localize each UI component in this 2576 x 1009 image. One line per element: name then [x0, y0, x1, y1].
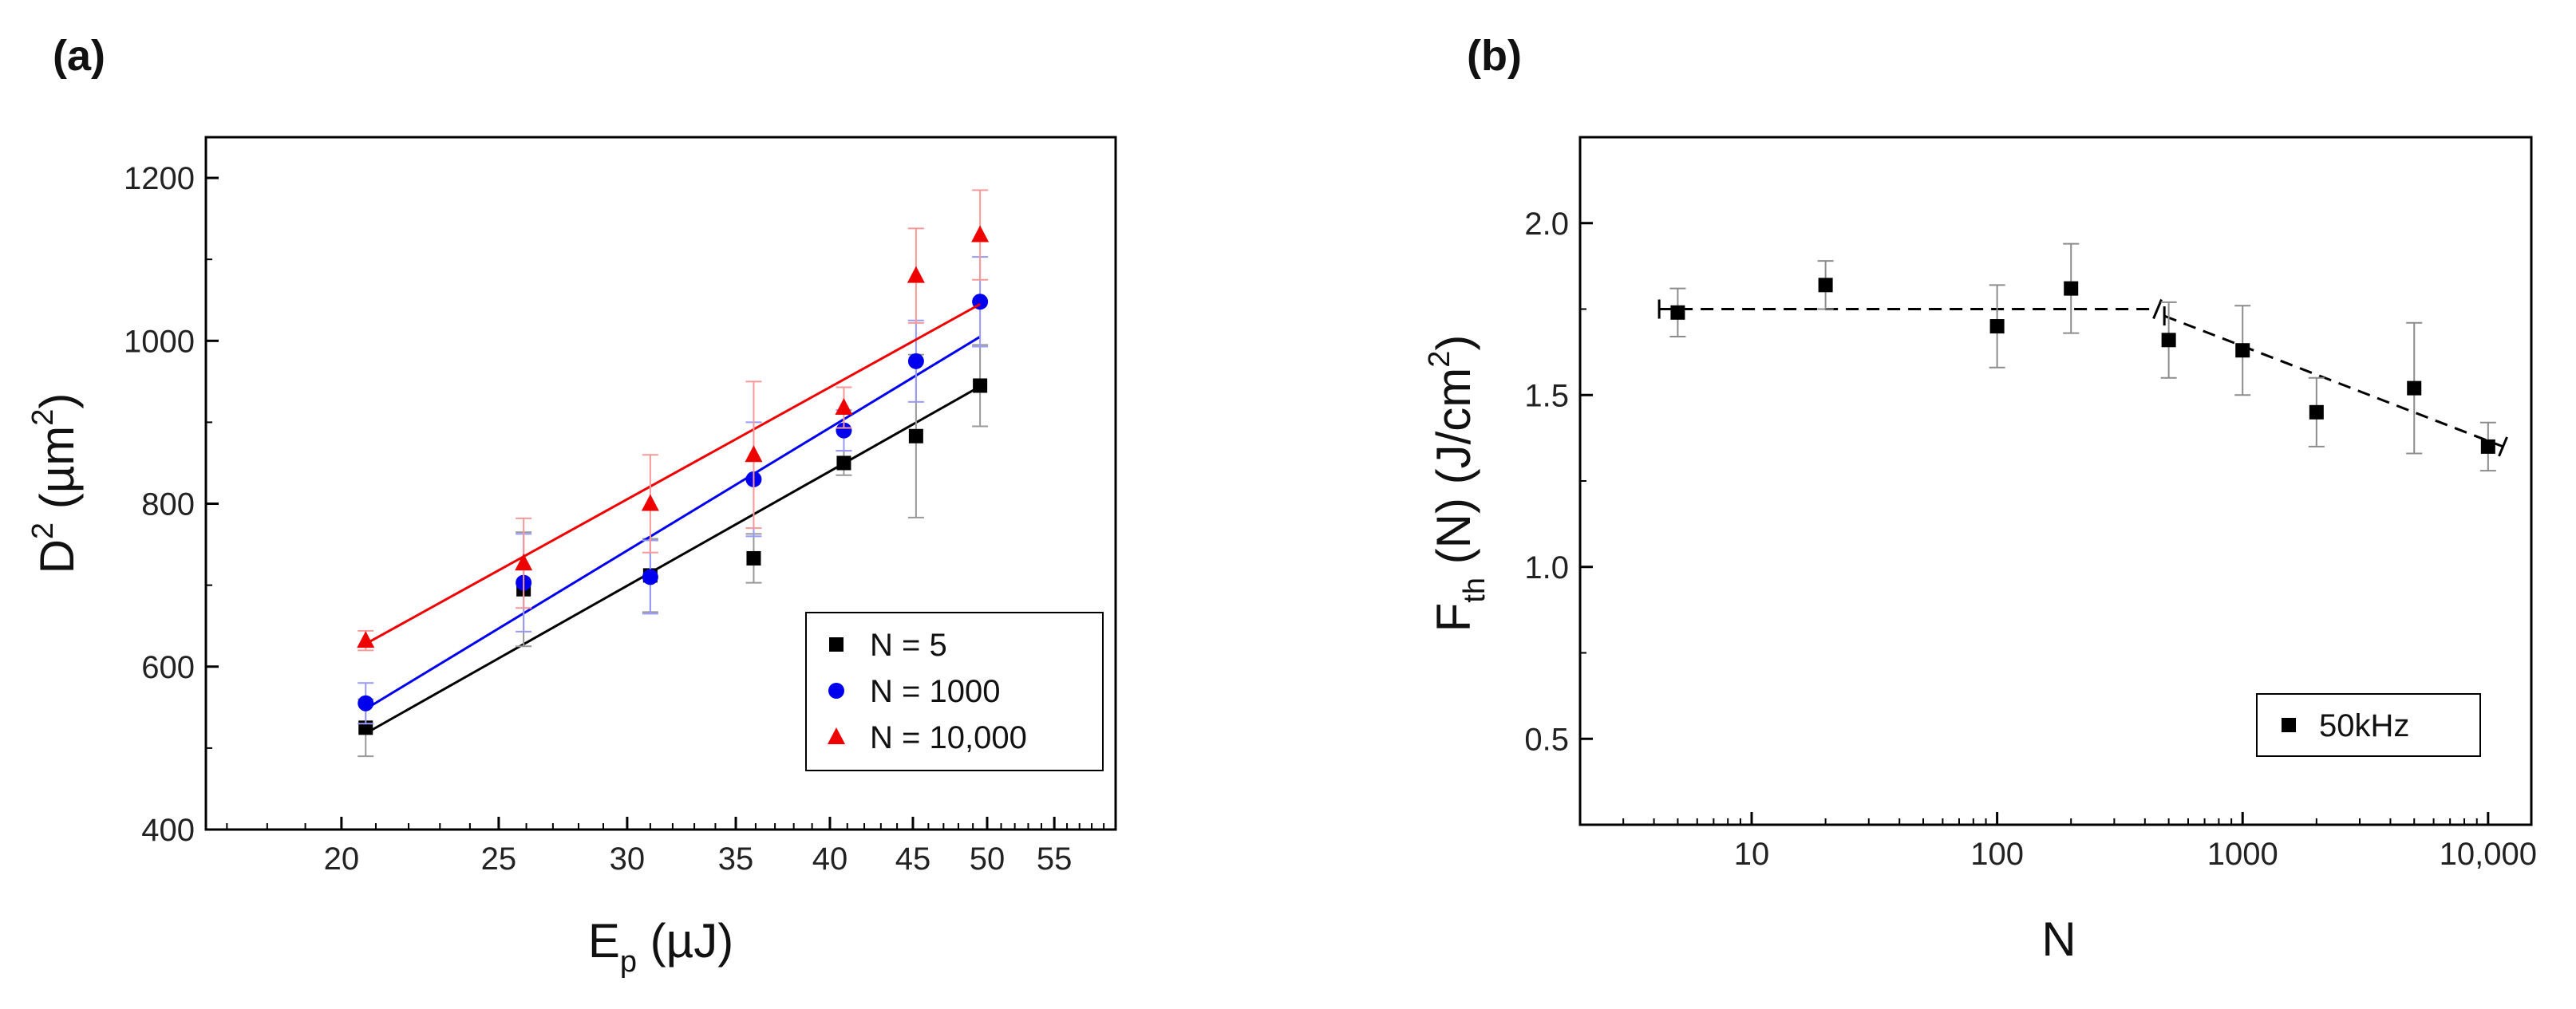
data-point: [907, 353, 924, 369]
legend-label: N = 5: [870, 628, 947, 663]
y-tick-label: 600: [141, 650, 195, 685]
data-point: [908, 428, 923, 443]
data-point: [1670, 305, 1685, 320]
x-tick-label: 10: [1734, 837, 1770, 872]
data-point: [835, 398, 853, 416]
panel-b-chart: (b) 10 100 1000 10,000 0.5 1.0 1.5 2.0 Fth (N) …: [1423, 32, 2537, 966]
x-tick-label: 10,000: [2440, 837, 2537, 872]
data-point: [358, 695, 374, 711]
panel-b-label: (b): [1467, 32, 1522, 80]
legend-label: 50kHz: [2319, 708, 2409, 743]
panel-a-label: (a): [53, 32, 105, 80]
data-point: [973, 378, 988, 393]
series-0: [358, 344, 989, 758]
trend-line-end: [2498, 436, 2508, 457]
data-point: [515, 554, 533, 571]
panel-a-plot-frame: [204, 136, 1117, 831]
data-point: [2161, 333, 2176, 348]
y-tick-label: 2.0: [1524, 207, 1569, 242]
panel-a-y-axis-title: D2 (µm2): [26, 393, 84, 574]
data-point: [971, 225, 990, 242]
y-tick-label: 1000: [124, 324, 195, 359]
fit-line: [365, 303, 981, 645]
x-tick-label: 1000: [2207, 837, 2278, 872]
trend-line: [2163, 314, 2504, 448]
y-tick-label: 1.5: [1524, 378, 1569, 413]
data-point: [641, 494, 659, 511]
data-point: [907, 266, 925, 283]
legend-label: N = 10,000: [870, 720, 1027, 755]
panel-b-axes: 10 100 1000 10,000 0.5 1.0 1.5 2.0: [1524, 136, 2537, 872]
legend-box: [805, 612, 1104, 771]
x-tick-label: 55: [1037, 841, 1073, 877]
data-point: [2064, 281, 2079, 296]
fit-line: [365, 385, 981, 735]
panel-b-x-axis-title: N: [2041, 912, 2076, 966]
data-point: [1989, 319, 2005, 334]
panel-a-axes: 20 25 30 35 40 45 50 55 400 600 800 1000 1200: [124, 161, 1105, 877]
x-tick-label: 40: [812, 841, 848, 877]
y-tick-label: 1.0: [1524, 550, 1569, 585]
y-tick-label: 800: [141, 487, 195, 522]
legend-marker: [828, 727, 845, 744]
x-tick-label: 100: [1970, 837, 2024, 872]
data-point: [746, 550, 761, 566]
y-tick-label: 0.5: [1524, 722, 1569, 757]
legend-marker: [828, 683, 844, 699]
data-point: [357, 631, 375, 648]
data-point: [836, 422, 852, 439]
data-point: [836, 455, 851, 471]
panel-b-series: [1657, 242, 2508, 472]
series-0: [1669, 242, 2496, 472]
x-tick-label: 20: [324, 841, 360, 877]
panel-a-x-axis-title: Ep (µJ): [588, 914, 733, 979]
data-point: [1818, 278, 1833, 293]
panel-b-legend: 50kHz: [2256, 693, 2481, 757]
panel-b-y-axis-title: Fth (N) (J/cm2): [1423, 335, 1491, 633]
data-point: [745, 445, 763, 463]
series-2: [357, 189, 990, 652]
x-tick-label: 45: [895, 841, 931, 877]
x-tick-label: 35: [718, 841, 754, 877]
panel-a-chart: (a) 20 25 30 35 40 45 50 55 400 600 800 1000 1200 D2…: [26, 32, 1117, 979]
data-point: [2235, 343, 2250, 358]
legend-marker: [829, 637, 844, 652]
x-tick-label: 30: [610, 841, 646, 877]
series-1: [358, 256, 989, 725]
fit-line: [365, 335, 981, 711]
data-point: [2309, 404, 2324, 420]
panel-a-series: [357, 189, 990, 758]
panel-a-legend: N = 5 N = 1000 N = 10,000: [805, 612, 1104, 771]
y-tick-label: 1200: [124, 161, 195, 196]
x-tick-label: 50: [970, 841, 1006, 877]
x-tick-label: 25: [481, 841, 517, 877]
legend-marker: [2282, 718, 2296, 732]
data-point: [2407, 380, 2422, 396]
data-point: [642, 569, 658, 585]
legend-label: N = 1000: [870, 674, 1000, 709]
y-tick-label: 400: [141, 813, 195, 848]
data-point: [2480, 439, 2495, 454]
trend-line-end: [2152, 298, 2163, 320]
